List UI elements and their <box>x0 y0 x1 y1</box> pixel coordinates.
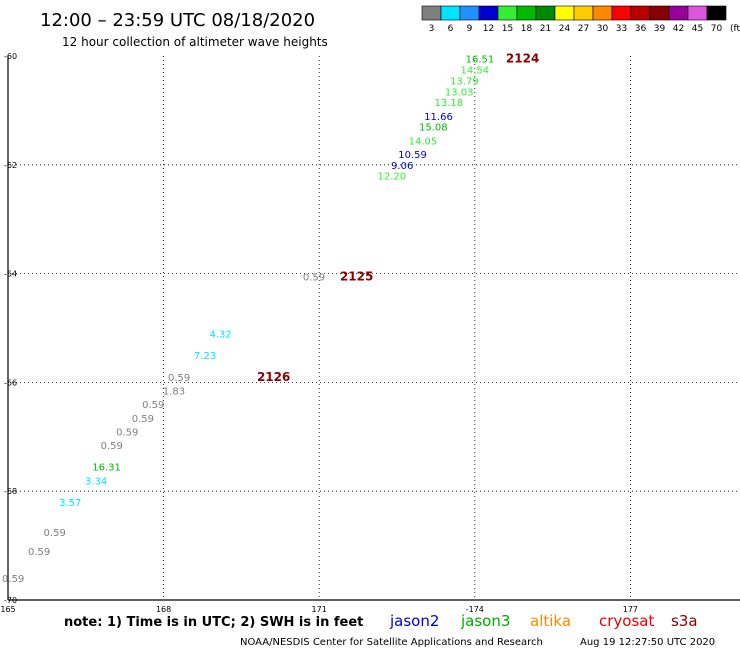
satellite-legend: jason2 jason3 altika cryosat s3a <box>389 612 698 630</box>
wave-height-value: 13.79 <box>450 76 479 87</box>
wave-height-value: 3.34 <box>85 476 107 487</box>
wave-height-value: 0.59 <box>142 400 164 411</box>
legend-label: 12 <box>483 24 494 34</box>
x-tick-label: -174 <box>466 605 484 614</box>
legend-swatch <box>421 5 442 21</box>
orbit-label: 2126 <box>257 370 290 384</box>
legend-swatch <box>497 5 518 21</box>
x-tick-label: 177 <box>623 605 638 614</box>
legend-swatch <box>611 5 632 21</box>
legend-label: 6 <box>448 24 454 34</box>
y-tick-label: -66 <box>4 378 17 387</box>
orbit-label: 2124 <box>506 52 539 66</box>
chart-subtitle: 12 hour collection of altimeter wave hei… <box>62 35 328 49</box>
legend-swatch <box>440 5 461 21</box>
x-tick-label: 168 <box>156 605 171 614</box>
legend-swatch <box>687 5 708 21</box>
chart-title: 12:00 – 23:59 UTC 08/18/2020 <box>40 10 315 31</box>
y-tick-label: -64 <box>4 270 17 279</box>
satellite-name: cryosat <box>599 612 654 630</box>
wave-height-value: 0.59 <box>132 414 154 425</box>
credit-text: NOAA/NESDIS Center for Satellite Applica… <box>240 637 543 648</box>
legend-swatch <box>592 5 613 21</box>
y-tick-label: -68 <box>4 487 17 496</box>
legend-swatch <box>459 5 480 21</box>
wave-height-value: 7.23 <box>194 351 216 362</box>
legend-label: 45 <box>692 24 703 34</box>
plot-grid <box>7 56 740 601</box>
wave-height-value: 13.18 <box>435 98 464 109</box>
wave-height-value: 0.59 <box>2 574 24 585</box>
wave-height-value: 9.06 <box>391 161 413 172</box>
legend-swatch <box>516 5 537 21</box>
y-tick-label: -60 <box>4 52 17 61</box>
legend-label: 70 <box>711 24 723 34</box>
wave-height-value: 13.03 <box>445 87 474 98</box>
legend-label: 27 <box>578 24 589 34</box>
legend-swatch <box>706 5 727 21</box>
orbit-label: 2125 <box>340 269 373 283</box>
legend-label: 24 <box>559 24 571 34</box>
wave-height-value: 0.59 <box>303 272 325 283</box>
wave-height-value: 0.59 <box>116 427 138 438</box>
legend-swatch <box>668 5 689 21</box>
wave-height-value: 15.08 <box>419 123 448 134</box>
satellite-name: jason3 <box>460 612 510 630</box>
legend-label: 39 <box>654 24 666 34</box>
wave-height-value: 12.20 <box>377 172 406 183</box>
wave-height-value: 3.57 <box>59 498 81 509</box>
legend-label: 36 <box>635 24 647 34</box>
wave-height-value: 1.83 <box>163 387 185 398</box>
legend-label: 15 <box>502 24 513 34</box>
y-tick-label: -70 <box>4 596 17 605</box>
wave-height-value: 0.59 <box>168 373 190 384</box>
legend-label: 3 <box>429 24 435 34</box>
legend-swatch <box>535 5 556 21</box>
wave-height-value: 0.59 <box>28 547 50 558</box>
x-tick-label: 165 <box>0 605 15 614</box>
wave-height-value: 10.59 <box>398 150 427 161</box>
wave-height-value: 11.66 <box>424 112 453 123</box>
legend-swatch <box>630 5 651 21</box>
x-tick-label: 171 <box>312 605 327 614</box>
wave-height-value: 0.59 <box>44 528 66 539</box>
wave-height-value: 14.05 <box>409 136 438 147</box>
legend-label: 30 <box>597 24 609 34</box>
satellite-name: s3a <box>671 612 698 630</box>
note-text: note: 1) Time is in UTC; 2) SWH is in fe… <box>64 615 363 630</box>
wave-height-value: 16.51 <box>466 55 495 66</box>
wave-height-value: 16.31 <box>92 463 121 474</box>
wave-height-value: 4.32 <box>210 329 232 340</box>
legend-label: 33 <box>616 24 627 34</box>
legend-swatch <box>573 5 594 21</box>
legend-swatch <box>478 5 499 21</box>
wave-height-value: 14.54 <box>460 66 489 77</box>
legend-unit: (ft) <box>730 24 740 34</box>
legend-label: 21 <box>540 24 551 34</box>
legend-label: 42 <box>673 24 684 34</box>
wave-height-value: 0.59 <box>101 441 123 452</box>
legend-swatch <box>554 5 575 21</box>
legend-label: 9 <box>467 24 473 34</box>
orbit-labels: 2124 2125 2126 <box>257 52 539 384</box>
legend-swatch <box>649 5 670 21</box>
timestamp-text: Aug 19 12:27:50 UTC 2020 <box>580 637 715 648</box>
satellite-name: jason2 <box>389 612 439 630</box>
satellite-name: altika <box>530 612 571 630</box>
y-tick-label: -62 <box>4 161 17 170</box>
legend-label: 18 <box>521 24 533 34</box>
